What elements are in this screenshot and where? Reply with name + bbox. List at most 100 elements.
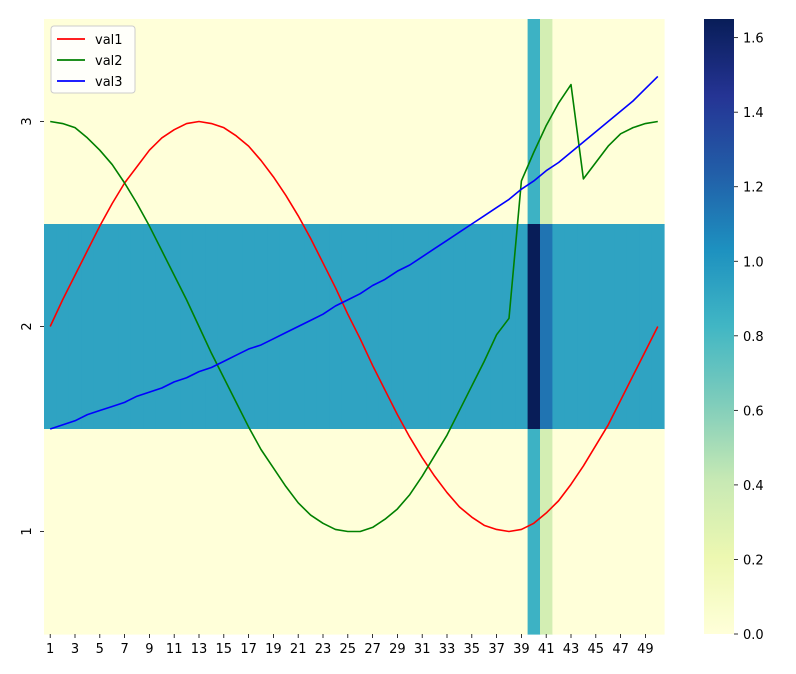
heatmap-cell-r3-c43 — [564, 19, 578, 225]
heatmap-cell-r1-c12 — [180, 429, 194, 635]
heatmap-cell-r3-c32 — [428, 19, 442, 225]
heatmap-cell-r3-c34 — [453, 19, 467, 225]
x-tick-label-13: 13 — [191, 642, 208, 657]
heatmap-cell-r2-c23 — [316, 224, 330, 430]
heatmap-cell-r2-c8 — [130, 224, 144, 430]
heatmap-cell-r1-c41 — [540, 429, 553, 635]
heatmap-cell-r2-c44 — [577, 224, 591, 430]
heatmap-cell-r1-c11 — [168, 429, 181, 635]
heatmap-cell-r2-c14 — [205, 224, 219, 430]
heatmap-cell-r1-c45 — [589, 429, 603, 635]
x-tick-label-7: 7 — [120, 642, 128, 657]
heatmap-cell-r1-c28 — [378, 429, 392, 635]
heatmap-cell-r2-c28 — [378, 224, 392, 430]
heatmap-cell-r3-c20 — [279, 19, 293, 225]
heatmap-cell-r2-c10 — [155, 224, 169, 430]
heatmap-cell-r1-c29 — [391, 429, 405, 635]
x-tick-label-47: 47 — [612, 642, 629, 657]
series-line-val3 — [49, 75, 659, 430]
heatmap-cell-r2-c33 — [440, 224, 454, 430]
heatmap-cell-r3-c48 — [626, 19, 640, 225]
heatmap-cell-r1-c35 — [465, 429, 479, 635]
heatmap-cell-r2-c40 — [527, 224, 541, 430]
heatmap-cell-r2-c29 — [391, 224, 405, 430]
heatmap-cell-r1-c42 — [552, 429, 566, 635]
legend-label-val1: val1 — [95, 33, 123, 48]
series-lines — [49, 75, 659, 533]
x-tick-label-33: 33 — [439, 642, 456, 657]
colorbar-tick-label-1.0: 1.0 — [743, 255, 764, 270]
x-tick-label-45: 45 — [588, 642, 605, 657]
heatmap-cell-r3-c36 — [478, 19, 491, 225]
heatmap-cell-r3-c30 — [403, 19, 417, 225]
heatmap-cell-r1-c46 — [602, 429, 615, 635]
heatmap-cell-r1-c10 — [155, 429, 169, 635]
heatmap-cell-r1-c6 — [106, 429, 119, 635]
heatmap-cell-r3-c28 — [378, 19, 392, 225]
legend: val1 val2 val3 — [50, 25, 136, 94]
heatmap-cell-r2-c11 — [168, 224, 181, 430]
heatmap-cell-r1-c7 — [118, 429, 132, 635]
heatmap-cell-r1-c31 — [416, 429, 429, 635]
heatmap-cell-r2-c20 — [279, 224, 293, 430]
x-tick-label-39: 39 — [513, 642, 530, 657]
x-tick-label-43: 43 — [563, 642, 580, 657]
heatmap-cell-r1-c22 — [304, 429, 318, 635]
heatmap-cell-r2-c31 — [416, 224, 429, 430]
heatmap-cell-r2-c48 — [626, 224, 640, 430]
heatmap-cell-r3-c17 — [242, 19, 256, 225]
heatmap-cell-r1-c14 — [205, 429, 219, 635]
heatmap-cell-r3-c45 — [589, 19, 603, 225]
heatmap-cell-r3-c39 — [515, 19, 529, 225]
heatmap-cell-r1-c37 — [490, 429, 504, 635]
heatmap-cell-r1-c19 — [267, 429, 281, 635]
heatmap-cell-r3-c12 — [180, 19, 194, 225]
heatmap-cell-r3-c18 — [254, 19, 268, 225]
heatmap-cell-r1-c49 — [639, 429, 653, 635]
heatmap-cell-r1-c33 — [440, 429, 454, 635]
heatmap-cell-r2-c25 — [341, 224, 355, 430]
heatmap-cell-r3-c9 — [143, 19, 157, 225]
colorbar-tick-label-0.0: 0.0 — [743, 628, 764, 643]
x-tick-label-17: 17 — [240, 642, 257, 657]
series-line-val2 — [50, 83, 658, 533]
heatmap-cell-r3-c27 — [366, 19, 380, 225]
heatmap-cell-r2-c2 — [56, 224, 70, 430]
heatmap-cell-r3-c50 — [651, 19, 665, 225]
heatmap-cell-r1-c23 — [316, 429, 330, 635]
heatmap-cell-r2-c49 — [639, 224, 653, 430]
x-tick-label-49: 49 — [637, 642, 654, 657]
heatmap-cell-r1-c15 — [217, 429, 231, 635]
colorbar-tick-label-0.2: 0.2 — [743, 553, 764, 568]
heatmap-cell-r1-c20 — [279, 429, 293, 635]
legend-label-val2: val2 — [95, 54, 123, 69]
heatmap-cell-r1-c34 — [453, 429, 467, 635]
heatmap-cell-r2-c45 — [589, 224, 603, 430]
colorbar-tick-label-0.8: 0.8 — [743, 330, 764, 345]
heatmap-cell-r1-c43 — [564, 429, 578, 635]
heatmap-cell-r3-c25 — [341, 19, 355, 225]
heatmap-cell-r1-c47 — [614, 429, 628, 635]
heatmap-cell-r1-c48 — [626, 429, 640, 635]
heatmap-cell-r1-c1 — [44, 429, 57, 635]
heatmap-cell-r2-c24 — [329, 224, 343, 430]
heatmap-cell-r2-c12 — [180, 224, 194, 430]
heatmap-cell-r2-c43 — [564, 224, 578, 430]
heatmap-cell-r3-c37 — [490, 19, 504, 225]
colorbar-tick-label-1.6: 1.6 — [743, 32, 764, 47]
heatmap-cell-r2-c3 — [68, 224, 82, 430]
heatmap-cell-r3-c22 — [304, 19, 318, 225]
heatmap-cell-r2-c9 — [143, 224, 157, 430]
heatmap-cell-r2-c17 — [242, 224, 256, 430]
heatmap-cell-r1-c30 — [403, 429, 417, 635]
heatmap-cell-r1-c17 — [242, 429, 256, 635]
heatmap-cell-r3-c33 — [440, 19, 454, 225]
x-tick-label-37: 37 — [488, 642, 505, 657]
heatmap-cell-r2-c47 — [614, 224, 628, 430]
x-tick-label-29: 29 — [389, 642, 406, 657]
heatmap-cell-r1-c32 — [428, 429, 442, 635]
heatmap-cell-r3-c16 — [230, 19, 243, 225]
x-tick-label-27: 27 — [364, 642, 381, 657]
legend-box — [50, 25, 136, 94]
